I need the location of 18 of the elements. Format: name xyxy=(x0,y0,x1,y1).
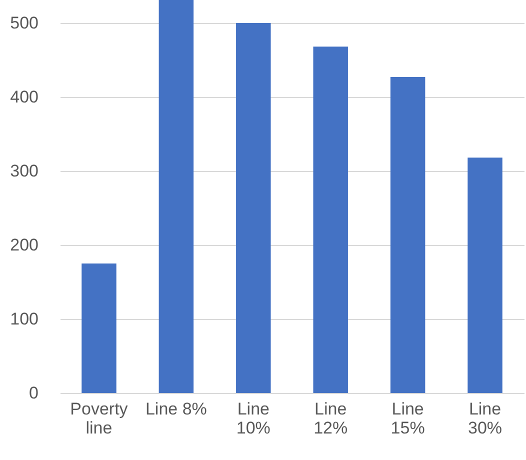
bar xyxy=(468,158,502,393)
x-tick-label: Line 15% xyxy=(390,400,425,438)
x-tick-label: Line 12% xyxy=(314,400,348,438)
bar xyxy=(158,0,194,393)
y-tick-label: 100 xyxy=(10,309,38,328)
x-tick-label: Line 8% xyxy=(145,400,207,418)
y-tick-label: 500 xyxy=(10,13,38,32)
y-tick-label: 0 xyxy=(29,384,38,402)
y-tick-label: 200 xyxy=(10,235,38,254)
x-tick-label: Line 10% xyxy=(236,400,270,438)
x-tick-label: Line 30% xyxy=(468,400,502,438)
bar xyxy=(313,46,348,393)
y-tick-label: 400 xyxy=(10,87,38,106)
bar xyxy=(390,76,426,393)
bar xyxy=(82,263,116,393)
x-tick-label: Poverty line xyxy=(70,400,128,438)
y-tick-label: 300 xyxy=(10,161,38,180)
bar xyxy=(236,22,271,393)
